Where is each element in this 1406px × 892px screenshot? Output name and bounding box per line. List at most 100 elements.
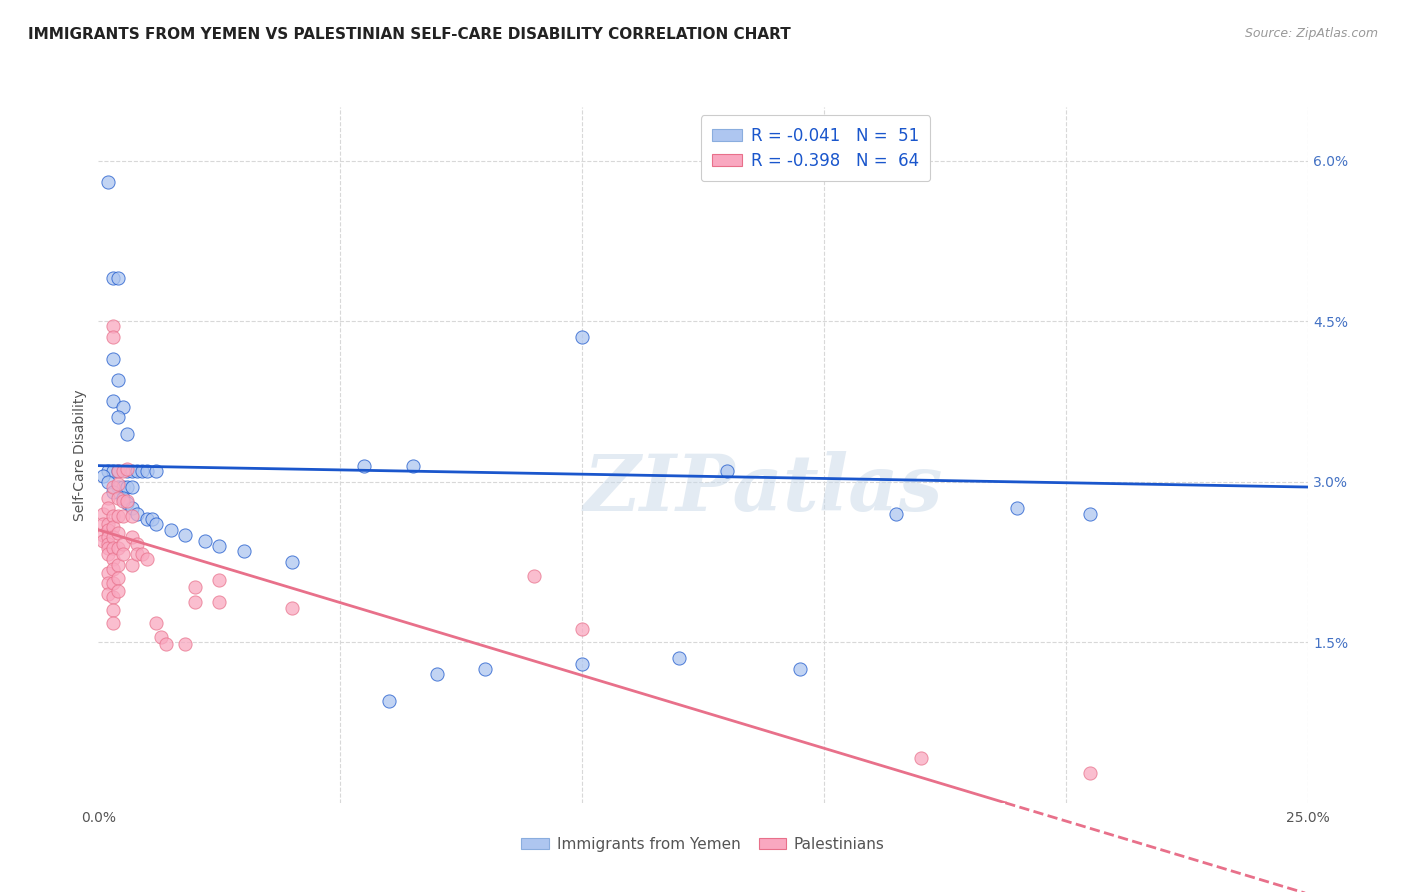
Point: [353, 458, 375, 473]
Point: [117, 464, 139, 478]
Point: [127, 464, 149, 478]
Point: [107, 491, 129, 505]
Point: [91, 517, 114, 532]
Point: [377, 694, 399, 708]
Point: [117, 426, 139, 441]
Point: [111, 464, 134, 478]
Point: [101, 576, 124, 591]
Point: [97, 175, 120, 189]
Point: [121, 480, 143, 494]
Point: [97, 566, 120, 580]
Point: [97, 517, 120, 532]
Point: [111, 491, 134, 505]
Point: [886, 507, 908, 521]
Point: [97, 587, 120, 601]
Point: [523, 569, 546, 583]
Point: [101, 551, 124, 566]
Point: [107, 558, 129, 573]
Point: [97, 530, 120, 544]
Point: [101, 480, 124, 494]
Point: [91, 469, 114, 483]
Point: [402, 458, 425, 473]
Point: [117, 496, 139, 510]
Point: [426, 667, 449, 681]
Point: [127, 548, 149, 562]
Point: [101, 485, 124, 500]
Point: [716, 464, 738, 478]
Point: [101, 351, 124, 366]
Point: [101, 603, 124, 617]
Point: [117, 494, 139, 508]
Point: [107, 480, 129, 494]
Point: [97, 491, 120, 505]
Point: [194, 533, 217, 548]
Point: [101, 319, 124, 334]
Text: ZIPatlas: ZIPatlas: [583, 451, 943, 528]
Point: [571, 623, 593, 637]
Point: [117, 480, 139, 494]
Point: [145, 464, 167, 478]
Point: [107, 271, 129, 285]
Point: [101, 530, 124, 544]
Point: [474, 662, 496, 676]
Point: [107, 583, 129, 598]
Point: [111, 508, 134, 523]
Legend: Immigrants from Yemen, Palestinians: Immigrants from Yemen, Palestinians: [515, 830, 891, 858]
Point: [91, 507, 114, 521]
Point: [111, 400, 134, 414]
Point: [97, 523, 120, 537]
Point: [1078, 765, 1101, 780]
Point: [145, 615, 167, 630]
Point: [111, 548, 134, 562]
Point: [150, 630, 173, 644]
Point: [155, 637, 177, 651]
Point: [135, 512, 157, 526]
Point: [208, 573, 231, 587]
Text: IMMIGRANTS FROM YEMEN VS PALESTINIAN SELF-CARE DISABILITY CORRELATION CHART: IMMIGRANTS FROM YEMEN VS PALESTINIAN SEL…: [28, 27, 790, 42]
Point: [107, 476, 129, 491]
Point: [107, 541, 129, 555]
Point: [107, 571, 129, 585]
Point: [121, 530, 143, 544]
Point: [101, 519, 124, 533]
Point: [184, 580, 207, 594]
Point: [117, 462, 139, 476]
Point: [121, 501, 143, 516]
Point: [107, 508, 129, 523]
Point: [571, 657, 593, 671]
Point: [101, 394, 124, 409]
Point: [107, 410, 129, 425]
Point: [97, 537, 120, 551]
Point: [184, 594, 207, 608]
Point: [668, 651, 690, 665]
Point: [141, 512, 163, 526]
Point: [107, 373, 129, 387]
Point: [101, 464, 124, 478]
Point: [121, 558, 143, 573]
Point: [174, 637, 197, 651]
Point: [174, 528, 197, 542]
Point: [97, 464, 120, 478]
Point: [107, 464, 129, 478]
Point: [101, 615, 124, 630]
Point: [1078, 507, 1101, 521]
Point: [107, 526, 129, 541]
Point: [97, 548, 120, 562]
Point: [91, 533, 114, 548]
Point: [571, 330, 593, 344]
Point: [281, 555, 304, 569]
Point: [145, 517, 167, 532]
Point: [208, 539, 231, 553]
Point: [121, 508, 143, 523]
Point: [97, 541, 120, 555]
Point: [131, 464, 153, 478]
Point: [281, 601, 304, 615]
Point: [131, 548, 153, 562]
Point: [1007, 501, 1029, 516]
Point: [127, 507, 149, 521]
Point: [111, 537, 134, 551]
Point: [97, 501, 120, 516]
Point: [135, 464, 157, 478]
Point: [101, 591, 124, 605]
Point: [160, 523, 183, 537]
